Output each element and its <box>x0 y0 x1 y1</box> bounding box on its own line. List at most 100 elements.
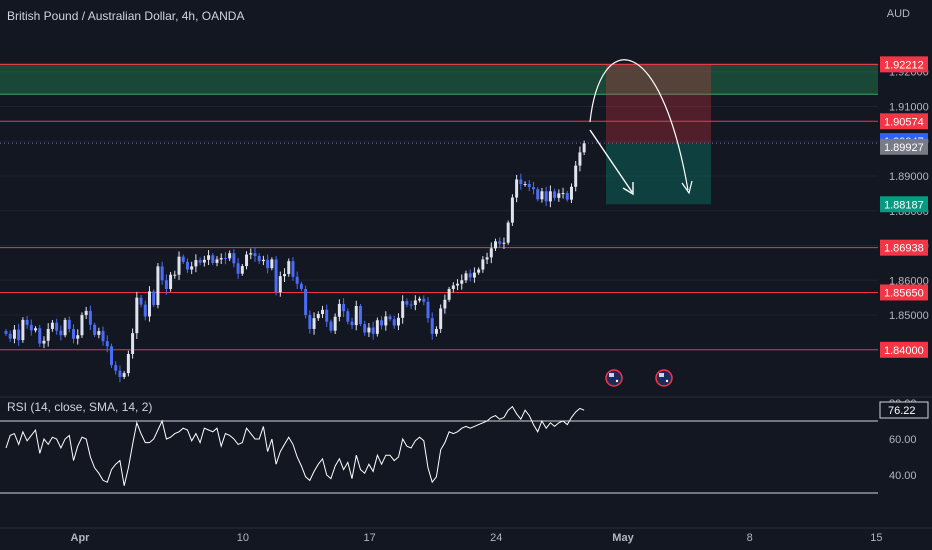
candle <box>561 187 565 199</box>
candle-body <box>236 263 240 274</box>
candle <box>460 274 464 290</box>
time-tick: Apr <box>71 532 91 544</box>
candle-body <box>76 335 80 339</box>
candle <box>261 255 265 266</box>
candle-body <box>574 165 578 187</box>
price-grid <box>0 63 878 316</box>
candle-body <box>451 285 455 289</box>
projection-curve <box>589 59 689 191</box>
candle-body <box>12 329 16 339</box>
flag-icon-canton <box>609 373 614 377</box>
candle <box>25 315 29 329</box>
candle-body <box>371 327 375 334</box>
candle <box>367 322 371 338</box>
flag-icon-star <box>665 379 669 383</box>
candle <box>472 267 476 283</box>
candle-body <box>413 300 417 305</box>
projection-curve-head <box>681 180 693 195</box>
candle-body <box>565 193 569 200</box>
candle-body <box>468 273 472 278</box>
candle-body <box>321 309 324 315</box>
candle <box>287 258 291 277</box>
candle-body <box>105 341 109 347</box>
price-label: 1.92212 <box>884 59 924 71</box>
candle-body <box>354 306 358 326</box>
candle-body <box>143 304 147 317</box>
flag-icon-circle <box>655 369 673 387</box>
price-label: 1.89927 <box>884 142 924 154</box>
candle-body <box>223 258 227 260</box>
candle-body <box>122 373 126 377</box>
candle <box>371 321 375 340</box>
time-tick: 10 <box>237 532 249 544</box>
resistance-zone <box>0 64 878 95</box>
candle-body <box>527 183 531 188</box>
candle-body <box>38 328 42 344</box>
candle-body <box>426 301 430 319</box>
candle-body <box>464 273 468 281</box>
candle <box>4 328 8 336</box>
candle <box>181 254 185 264</box>
candle <box>519 173 523 190</box>
candle <box>215 256 219 267</box>
candle <box>468 269 472 282</box>
candle <box>342 298 346 318</box>
candle-body <box>185 261 189 270</box>
candle-body <box>156 266 160 305</box>
candle <box>12 325 16 344</box>
candle <box>291 257 295 281</box>
candle <box>46 323 50 347</box>
candle-body <box>88 310 92 325</box>
candle <box>114 361 118 375</box>
candle-body <box>337 303 341 317</box>
candles <box>4 140 586 383</box>
price-label-box <box>880 239 928 256</box>
candle-body <box>439 308 443 329</box>
candle-body <box>152 291 156 305</box>
candle <box>249 248 253 260</box>
price-label-box <box>880 196 928 213</box>
candle-body <box>363 324 367 333</box>
candle <box>38 324 42 347</box>
candle <box>447 286 451 302</box>
candle-body <box>396 317 400 326</box>
candle <box>510 194 514 226</box>
candle-body <box>232 253 236 264</box>
candle <box>337 299 341 322</box>
candle-body <box>249 253 253 255</box>
candle-body <box>219 258 223 260</box>
candle-body <box>316 314 320 319</box>
candle-body <box>194 260 198 267</box>
time-tick: 17 <box>363 532 375 544</box>
candle-body <box>42 340 46 344</box>
price-label-box <box>880 341 928 358</box>
candle <box>548 185 552 208</box>
candle-body <box>135 297 139 334</box>
candle <box>574 160 578 192</box>
candle <box>147 286 151 322</box>
candle-body <box>358 306 362 325</box>
rsi-tick: 60.00 <box>889 434 917 446</box>
candle <box>489 242 493 264</box>
candle <box>160 261 164 285</box>
candle <box>59 325 63 341</box>
candle-body <box>257 255 261 262</box>
candle-body <box>274 259 278 293</box>
candle <box>118 365 122 383</box>
candle <box>375 317 379 337</box>
candle-body <box>472 272 476 278</box>
candle-body <box>422 298 426 302</box>
candle <box>308 310 312 334</box>
candle <box>346 308 350 325</box>
rsi-value-label: 76.22 <box>888 405 916 417</box>
candle-body <box>63 319 67 336</box>
candle <box>557 189 561 202</box>
candle <box>223 252 227 265</box>
candle <box>553 188 557 201</box>
price-axis: 1.920001.910001.900001.890001.880001.870… <box>879 56 929 482</box>
candle <box>63 317 67 338</box>
candle <box>169 272 173 292</box>
price-label-box <box>880 284 928 301</box>
candle <box>110 343 113 368</box>
